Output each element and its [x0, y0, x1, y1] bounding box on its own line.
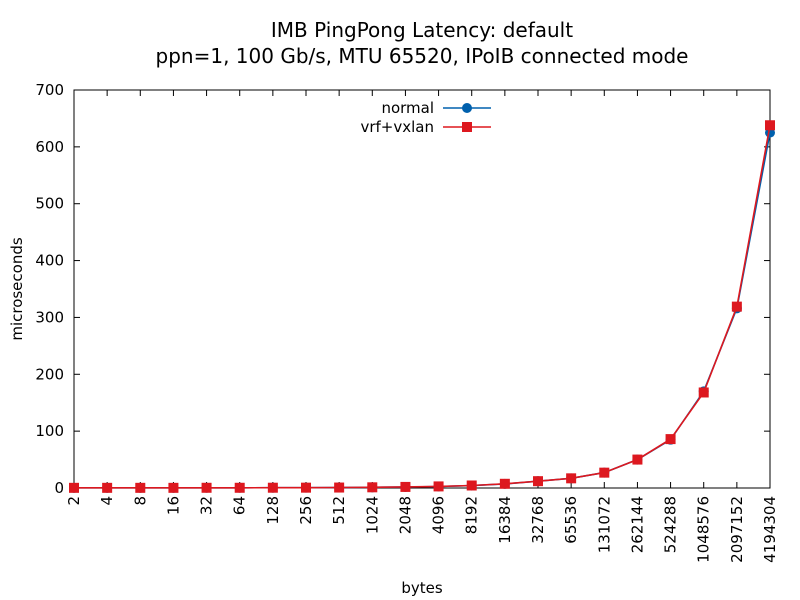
data-point — [466, 480, 477, 491]
data-point — [135, 482, 146, 493]
x-tick-label: 256 — [297, 496, 315, 525]
data-point — [433, 481, 444, 492]
data-point — [102, 482, 113, 493]
legend-marker — [462, 122, 472, 132]
chart-title: IMB PingPong Latency: default — [271, 18, 573, 42]
legend-marker — [462, 103, 472, 113]
data-point — [334, 482, 345, 493]
y-axis: 0 100 200 300 400 500 600 700 — [35, 81, 770, 497]
data-point — [533, 476, 543, 487]
x-axis-label: bytes — [401, 579, 443, 597]
x-tick-label: 131072 — [595, 496, 613, 553]
x-tick-label: 128 — [264, 496, 282, 525]
legend-item: normal — [381, 99, 491, 117]
data-point — [632, 454, 643, 465]
y-tick-label: 100 — [35, 422, 64, 440]
legend-label: vrf+vxlan — [360, 118, 434, 136]
x-tick-label: 2048 — [396, 496, 414, 534]
x-tick-label: 262144 — [628, 496, 646, 553]
data-point — [267, 482, 278, 493]
x-tick-label: 1024 — [363, 496, 381, 534]
y-tick-label: 600 — [35, 138, 64, 156]
x-tick-label: 32768 — [529, 496, 547, 544]
y-tick-label: 700 — [35, 81, 64, 99]
x-tick-label: 1048576 — [695, 496, 713, 563]
x-tick-label: 16 — [164, 496, 182, 515]
data-point — [599, 467, 610, 478]
x-tick-label: 8 — [131, 496, 149, 506]
data-point — [499, 478, 510, 489]
data-point — [301, 482, 311, 493]
chart-subtitle: ppn=1, 100 Gb/s, MTU 65520, IPoIB connec… — [156, 44, 689, 68]
x-axis: 2 4 8 16 32 64 128 256 512 1024 2048 4096 8192 16384 3… — [65, 90, 779, 563]
x-tick-label: 4194304 — [761, 496, 779, 563]
plot-border — [73, 89, 771, 489]
y-axis-label: microseconds — [8, 237, 26, 341]
x-tick-label: 2 — [65, 496, 83, 506]
data-point — [367, 482, 378, 493]
y-tick-label: 300 — [35, 308, 64, 326]
x-tick-label: 16384 — [496, 496, 514, 544]
series-line — [74, 125, 771, 489]
y-tick-label: 400 — [35, 252, 64, 270]
x-tick-label: 2097152 — [728, 496, 746, 563]
legend-label: normal — [381, 99, 434, 117]
x-tick-label: 4 — [98, 496, 116, 506]
data-point — [201, 482, 212, 493]
x-tick-label: 524288 — [662, 496, 680, 553]
x-tick-label: 4096 — [430, 496, 448, 534]
data-point — [698, 387, 709, 398]
x-tick-label: 8192 — [463, 496, 481, 534]
data-point — [168, 482, 179, 493]
data-point — [765, 120, 775, 131]
data-point — [665, 434, 676, 445]
legend-item: vrf+vxlan — [360, 118, 491, 136]
y-tick-label: 0 — [54, 479, 64, 497]
x-tick-label: 512 — [330, 496, 348, 525]
series-layer — [69, 120, 775, 493]
x-tick-label: 64 — [231, 496, 249, 515]
y-tick-label: 500 — [35, 195, 64, 213]
x-tick-label: 32 — [198, 496, 216, 515]
data-point — [69, 482, 79, 493]
data-point — [234, 482, 245, 493]
data-point — [566, 473, 577, 484]
x-tick-label: 65536 — [562, 496, 580, 544]
y-tick-label: 200 — [35, 365, 64, 383]
data-point — [400, 481, 411, 492]
series-vrf-vxlan — [69, 120, 775, 493]
data-point — [731, 301, 742, 312]
